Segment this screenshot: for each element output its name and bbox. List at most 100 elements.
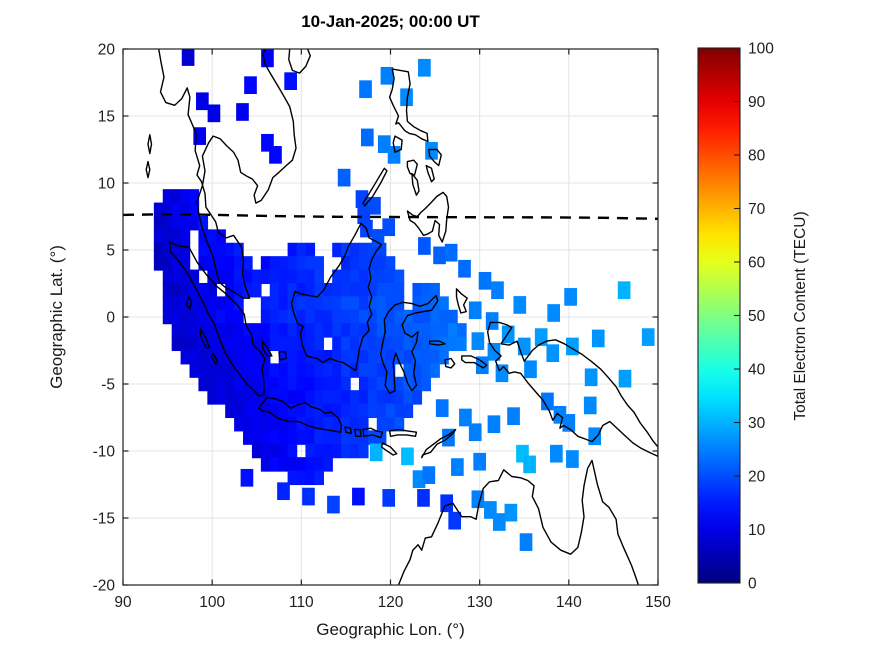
tec-cell bbox=[243, 403, 253, 419]
tec-cell bbox=[260, 309, 271, 325]
tec-cell bbox=[513, 296, 527, 314]
tec-cell bbox=[459, 408, 472, 427]
tec-cell bbox=[305, 443, 316, 459]
tec-cell bbox=[277, 482, 290, 501]
tec-cell bbox=[305, 256, 316, 271]
tec-cell bbox=[473, 452, 486, 471]
tec-cell bbox=[323, 430, 333, 445]
tec-cell bbox=[171, 242, 182, 258]
tec-cell bbox=[189, 189, 200, 204]
tec-cell bbox=[541, 392, 554, 411]
y-tick-label: 0 bbox=[106, 310, 115, 327]
coastline-mindoro bbox=[392, 135, 403, 153]
tec-cell bbox=[296, 269, 307, 285]
colorbar-tick-label: 40 bbox=[748, 362, 766, 379]
tec-cell bbox=[332, 349, 342, 365]
tec-cell bbox=[421, 363, 431, 378]
tec-cell bbox=[216, 256, 226, 271]
tec-cell bbox=[225, 309, 235, 325]
tec-cell bbox=[341, 376, 351, 392]
coastline-bali bbox=[344, 426, 352, 435]
tec-cell bbox=[198, 336, 209, 352]
tec-cell bbox=[225, 403, 235, 419]
tec-cell bbox=[314, 269, 324, 285]
coastline-palawan bbox=[362, 167, 388, 207]
tec-cell bbox=[180, 215, 191, 231]
tec-cell bbox=[296, 457, 307, 472]
tec-cell bbox=[278, 282, 289, 298]
tec-cell bbox=[207, 323, 217, 338]
tec-cell bbox=[207, 242, 217, 258]
tec-cell bbox=[216, 363, 226, 378]
tec-cell bbox=[225, 336, 235, 352]
tec-cell bbox=[287, 336, 298, 352]
tec-cell bbox=[412, 376, 423, 392]
tec-cell bbox=[468, 423, 482, 442]
tec-cell bbox=[251, 336, 262, 352]
tec-cell bbox=[251, 376, 262, 392]
tec-cell bbox=[180, 202, 191, 218]
tec-cell bbox=[323, 296, 333, 311]
tec-cell bbox=[269, 416, 280, 432]
tec-cell bbox=[517, 337, 531, 356]
tec-cell bbox=[287, 457, 298, 472]
tec-cell bbox=[385, 390, 396, 405]
tec-cell bbox=[260, 390, 271, 405]
tec-cell bbox=[216, 269, 226, 285]
tec-cell bbox=[180, 256, 191, 271]
tec-cell bbox=[198, 229, 209, 244]
tec-cell bbox=[367, 376, 378, 392]
tec-cell bbox=[296, 282, 307, 298]
y-tick-label: 10 bbox=[98, 176, 116, 193]
tec-cell bbox=[225, 269, 235, 285]
tec-cell bbox=[278, 269, 289, 285]
tec-cell bbox=[189, 336, 200, 352]
tec-cell bbox=[260, 430, 271, 445]
coastlines bbox=[145, 49, 658, 585]
tec-cell bbox=[323, 457, 333, 472]
tec-cell bbox=[367, 430, 378, 445]
tec-cell bbox=[189, 269, 200, 285]
tec-cell bbox=[376, 390, 387, 405]
tec-cell bbox=[260, 296, 271, 311]
tec-cell bbox=[400, 88, 413, 107]
tec-cell bbox=[216, 376, 226, 392]
tec-cell bbox=[591, 329, 605, 348]
tec-cell bbox=[451, 458, 464, 476]
coastline-andaman-2 bbox=[145, 160, 151, 179]
tec-cell bbox=[234, 242, 244, 258]
tec-cell bbox=[358, 296, 369, 311]
tec-cell bbox=[382, 218, 396, 237]
tec-cell bbox=[198, 349, 209, 365]
tec-cell bbox=[337, 168, 351, 187]
tec-cell bbox=[207, 229, 217, 244]
tec-cell bbox=[251, 363, 262, 378]
tec-cell bbox=[189, 202, 200, 218]
tec-cell bbox=[376, 256, 387, 271]
tec-cell bbox=[260, 323, 271, 338]
tec-cell bbox=[278, 363, 289, 378]
tec-cell bbox=[287, 309, 298, 325]
tec-cell bbox=[341, 336, 351, 352]
tec-cell bbox=[153, 215, 164, 231]
tec-cell bbox=[243, 256, 253, 271]
tec-cell bbox=[367, 309, 378, 325]
tec-cell bbox=[341, 323, 351, 338]
tec-cell bbox=[162, 229, 173, 244]
tec-cell bbox=[269, 256, 280, 271]
tec-cell bbox=[457, 336, 467, 352]
coastline-flores bbox=[388, 428, 418, 437]
tec-cell bbox=[234, 269, 244, 285]
tec-cell bbox=[403, 403, 414, 419]
coastline-samar bbox=[428, 148, 442, 167]
tec-cell bbox=[287, 323, 298, 338]
tec-cell bbox=[430, 323, 440, 338]
tec-cell bbox=[385, 269, 396, 285]
tec-cell bbox=[323, 443, 333, 459]
tec-cell bbox=[376, 309, 387, 325]
tec-cell bbox=[278, 430, 289, 445]
tec-cell bbox=[468, 301, 482, 320]
tec-cell bbox=[332, 323, 342, 338]
tec-cell bbox=[403, 336, 414, 352]
tec-cell bbox=[412, 390, 423, 405]
